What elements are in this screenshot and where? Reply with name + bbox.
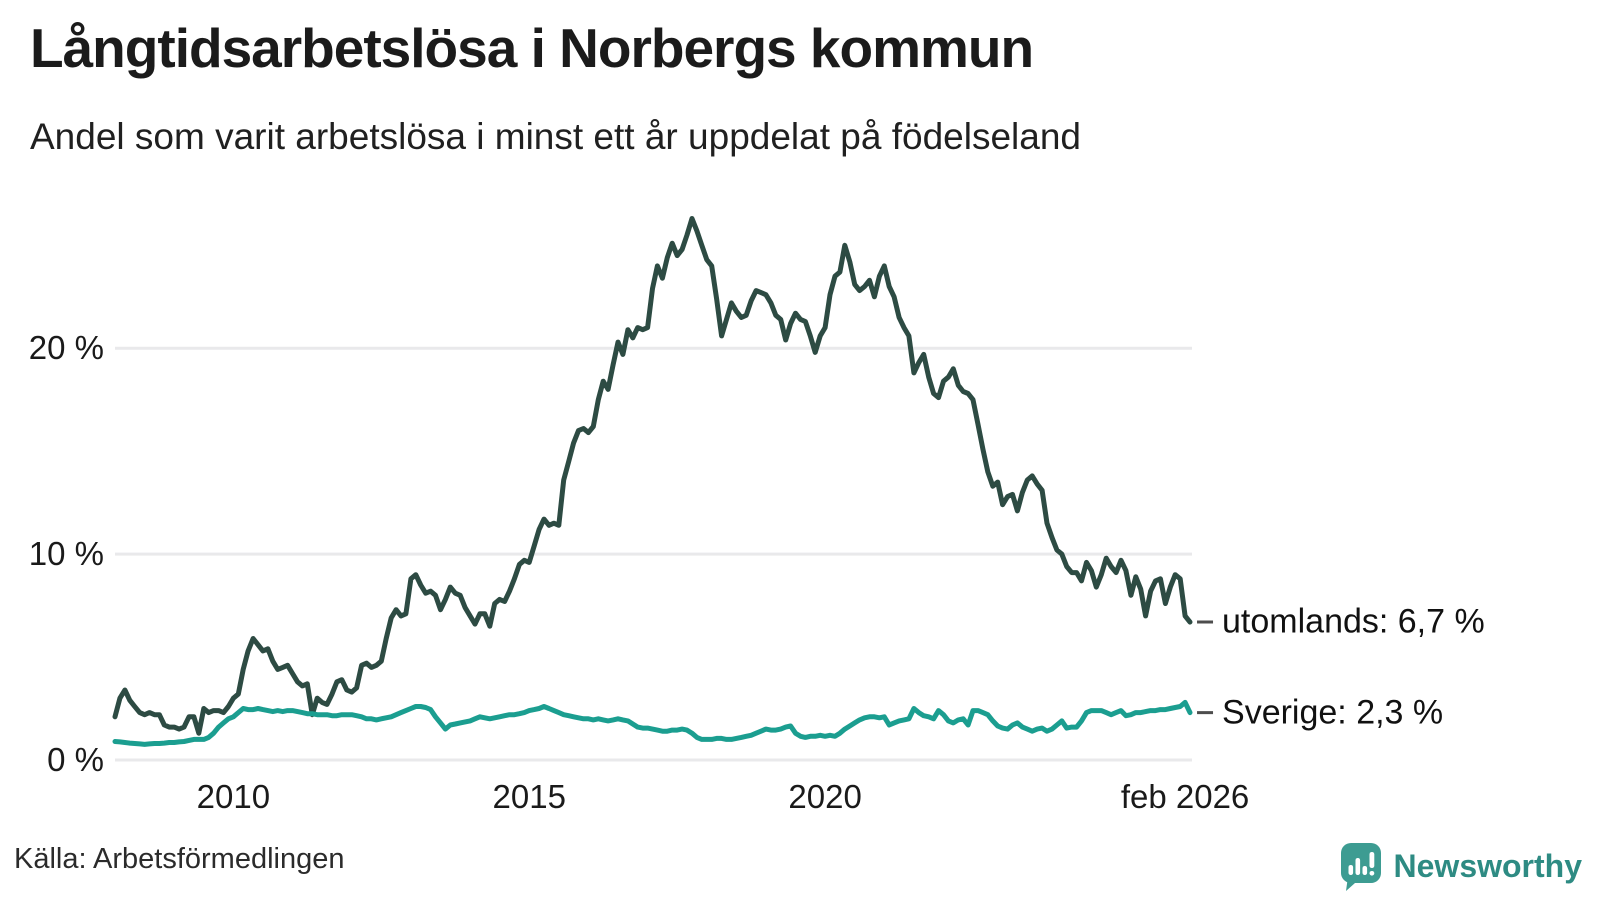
newsworthy-logo-icon [1338,840,1384,892]
x-axis-tick-label: 2015 [492,778,566,815]
newsworthy-logo-text: Newsworthy [1393,847,1582,884]
y-axis-tick-label: 0 % [47,741,104,778]
y-axis-tick-label: 10 % [28,535,104,573]
source-note: Källa: Arbetsförmedlingen [14,843,345,875]
x-axis-tick-label: 2020 [788,778,862,815]
y-axis-tick-label: 20 % [28,329,104,367]
series-end-label-sverige: Sverige: 2,3 % [1222,693,1444,732]
sverige-line [112,699,1193,747]
series-end-label-utomlands: utomlands: 6,7 % [1222,602,1485,641]
chart-subtitle: Andel som varit arbetslösa i minst ett å… [30,116,1081,157]
newsworthy-logo[interactable]: Newsworthy [1338,838,1582,894]
utomlands-line [112,216,1193,736]
x-axis-tick-label: 2010 [196,778,271,815]
page-title: Långtidsarbetslösa i Norbergs kommun [30,17,1034,79]
x-axis-tick-label: feb 2026 [1120,778,1250,815]
